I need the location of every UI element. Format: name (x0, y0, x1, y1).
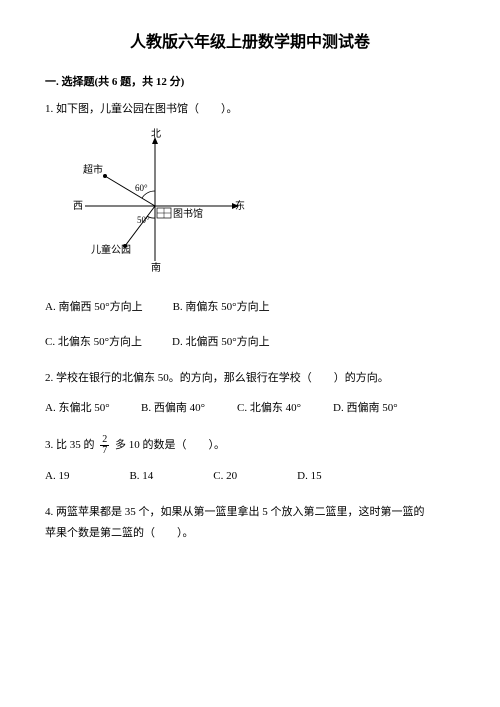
q4-line1: 4. 两篮苹果都是 35 个，如果从第一篮里拿出 5 个放入第二篮里，这时第一篮… (45, 504, 455, 522)
q2-opt-b: B. 西偏南 40° (141, 400, 221, 418)
label-west: 西 (73, 199, 83, 215)
label-park: 儿童公园 (91, 243, 131, 259)
q1-opt-c: C. 北偏东 50°方向上 (45, 334, 142, 352)
q3-opt-d: D. 15 (297, 468, 321, 486)
q3-opt-c: C. 20 (213, 468, 237, 486)
q2-opt-d: D. 西偏南 50° (333, 400, 413, 418)
page-title: 人教版六年级上册数学期中测试卷 (45, 30, 455, 56)
q3-opt-a: A. 19 (45, 468, 69, 486)
q2-text: 2. 学校在银行的北偏东 50。的方向，那么银行在学校（ ）的方向。 (45, 370, 455, 388)
question-3: 3. 比 35 的 2 7 多 10 的数是（ ）。 A. 19 B. 14 C… (45, 435, 455, 486)
label-supermarket: 超市 (83, 163, 103, 179)
q1-options-row1: A. 南偏西 50°方向上 B. 南偏东 50°方向上 (45, 299, 455, 317)
q3-pre: 3. 比 35 的 (45, 439, 95, 451)
q1-options-row2: C. 北偏东 50°方向上 D. 北偏西 50°方向上 (45, 334, 455, 352)
q1-diagram: 北 南 东 西 超市 图书馆 儿童公园 60° 50° (75, 131, 245, 281)
q4-line2: 苹果个数是第二篮的（ ）。 (45, 525, 455, 543)
q3-text: 3. 比 35 的 2 7 多 10 的数是（ ）。 (45, 435, 455, 456)
q3-options: A. 19 B. 14 C. 20 D. 15 (45, 468, 455, 486)
label-angle1: 60° (135, 181, 148, 195)
q2-opt-c: C. 北偏东 40° (237, 400, 317, 418)
q3-post: 多 10 的数是（ ）。 (115, 439, 225, 451)
q3-frac-den: 7 (100, 446, 109, 456)
q2-opt-a: A. 东偏北 50° (45, 400, 125, 418)
section-header: 一. 选择题(共 6 题，共 12 分) (45, 74, 455, 92)
label-east: 东 (235, 199, 245, 215)
label-angle2: 50° (137, 213, 150, 227)
q1-text: 1. 如下图，儿童公园在图书馆（ ）。 (45, 101, 455, 119)
label-south: 南 (151, 261, 161, 277)
q1-opt-d: D. 北偏西 50°方向上 (172, 334, 270, 352)
question-2: 2. 学校在银行的北偏东 50。的方向，那么银行在学校（ ）的方向。 A. 东偏… (45, 370, 455, 417)
question-1: 1. 如下图，儿童公园在图书馆（ ）。 北 南 东 西 超市 图书馆 儿童公园 … (45, 101, 455, 352)
q2-options: A. 东偏北 50° B. 西偏南 40° C. 北偏东 40° D. 西偏南 … (45, 400, 455, 418)
q1-opt-b: B. 南偏东 50°方向上 (173, 299, 270, 317)
question-4: 4. 两篮苹果都是 35 个，如果从第一篮里拿出 5 个放入第二篮里，这时第一篮… (45, 504, 455, 543)
q3-fraction: 2 7 (100, 435, 109, 456)
label-library: 图书馆 (173, 207, 203, 223)
label-north: 北 (151, 127, 161, 143)
q3-opt-b: B. 14 (129, 468, 153, 486)
q1-opt-a: A. 南偏西 50°方向上 (45, 299, 143, 317)
